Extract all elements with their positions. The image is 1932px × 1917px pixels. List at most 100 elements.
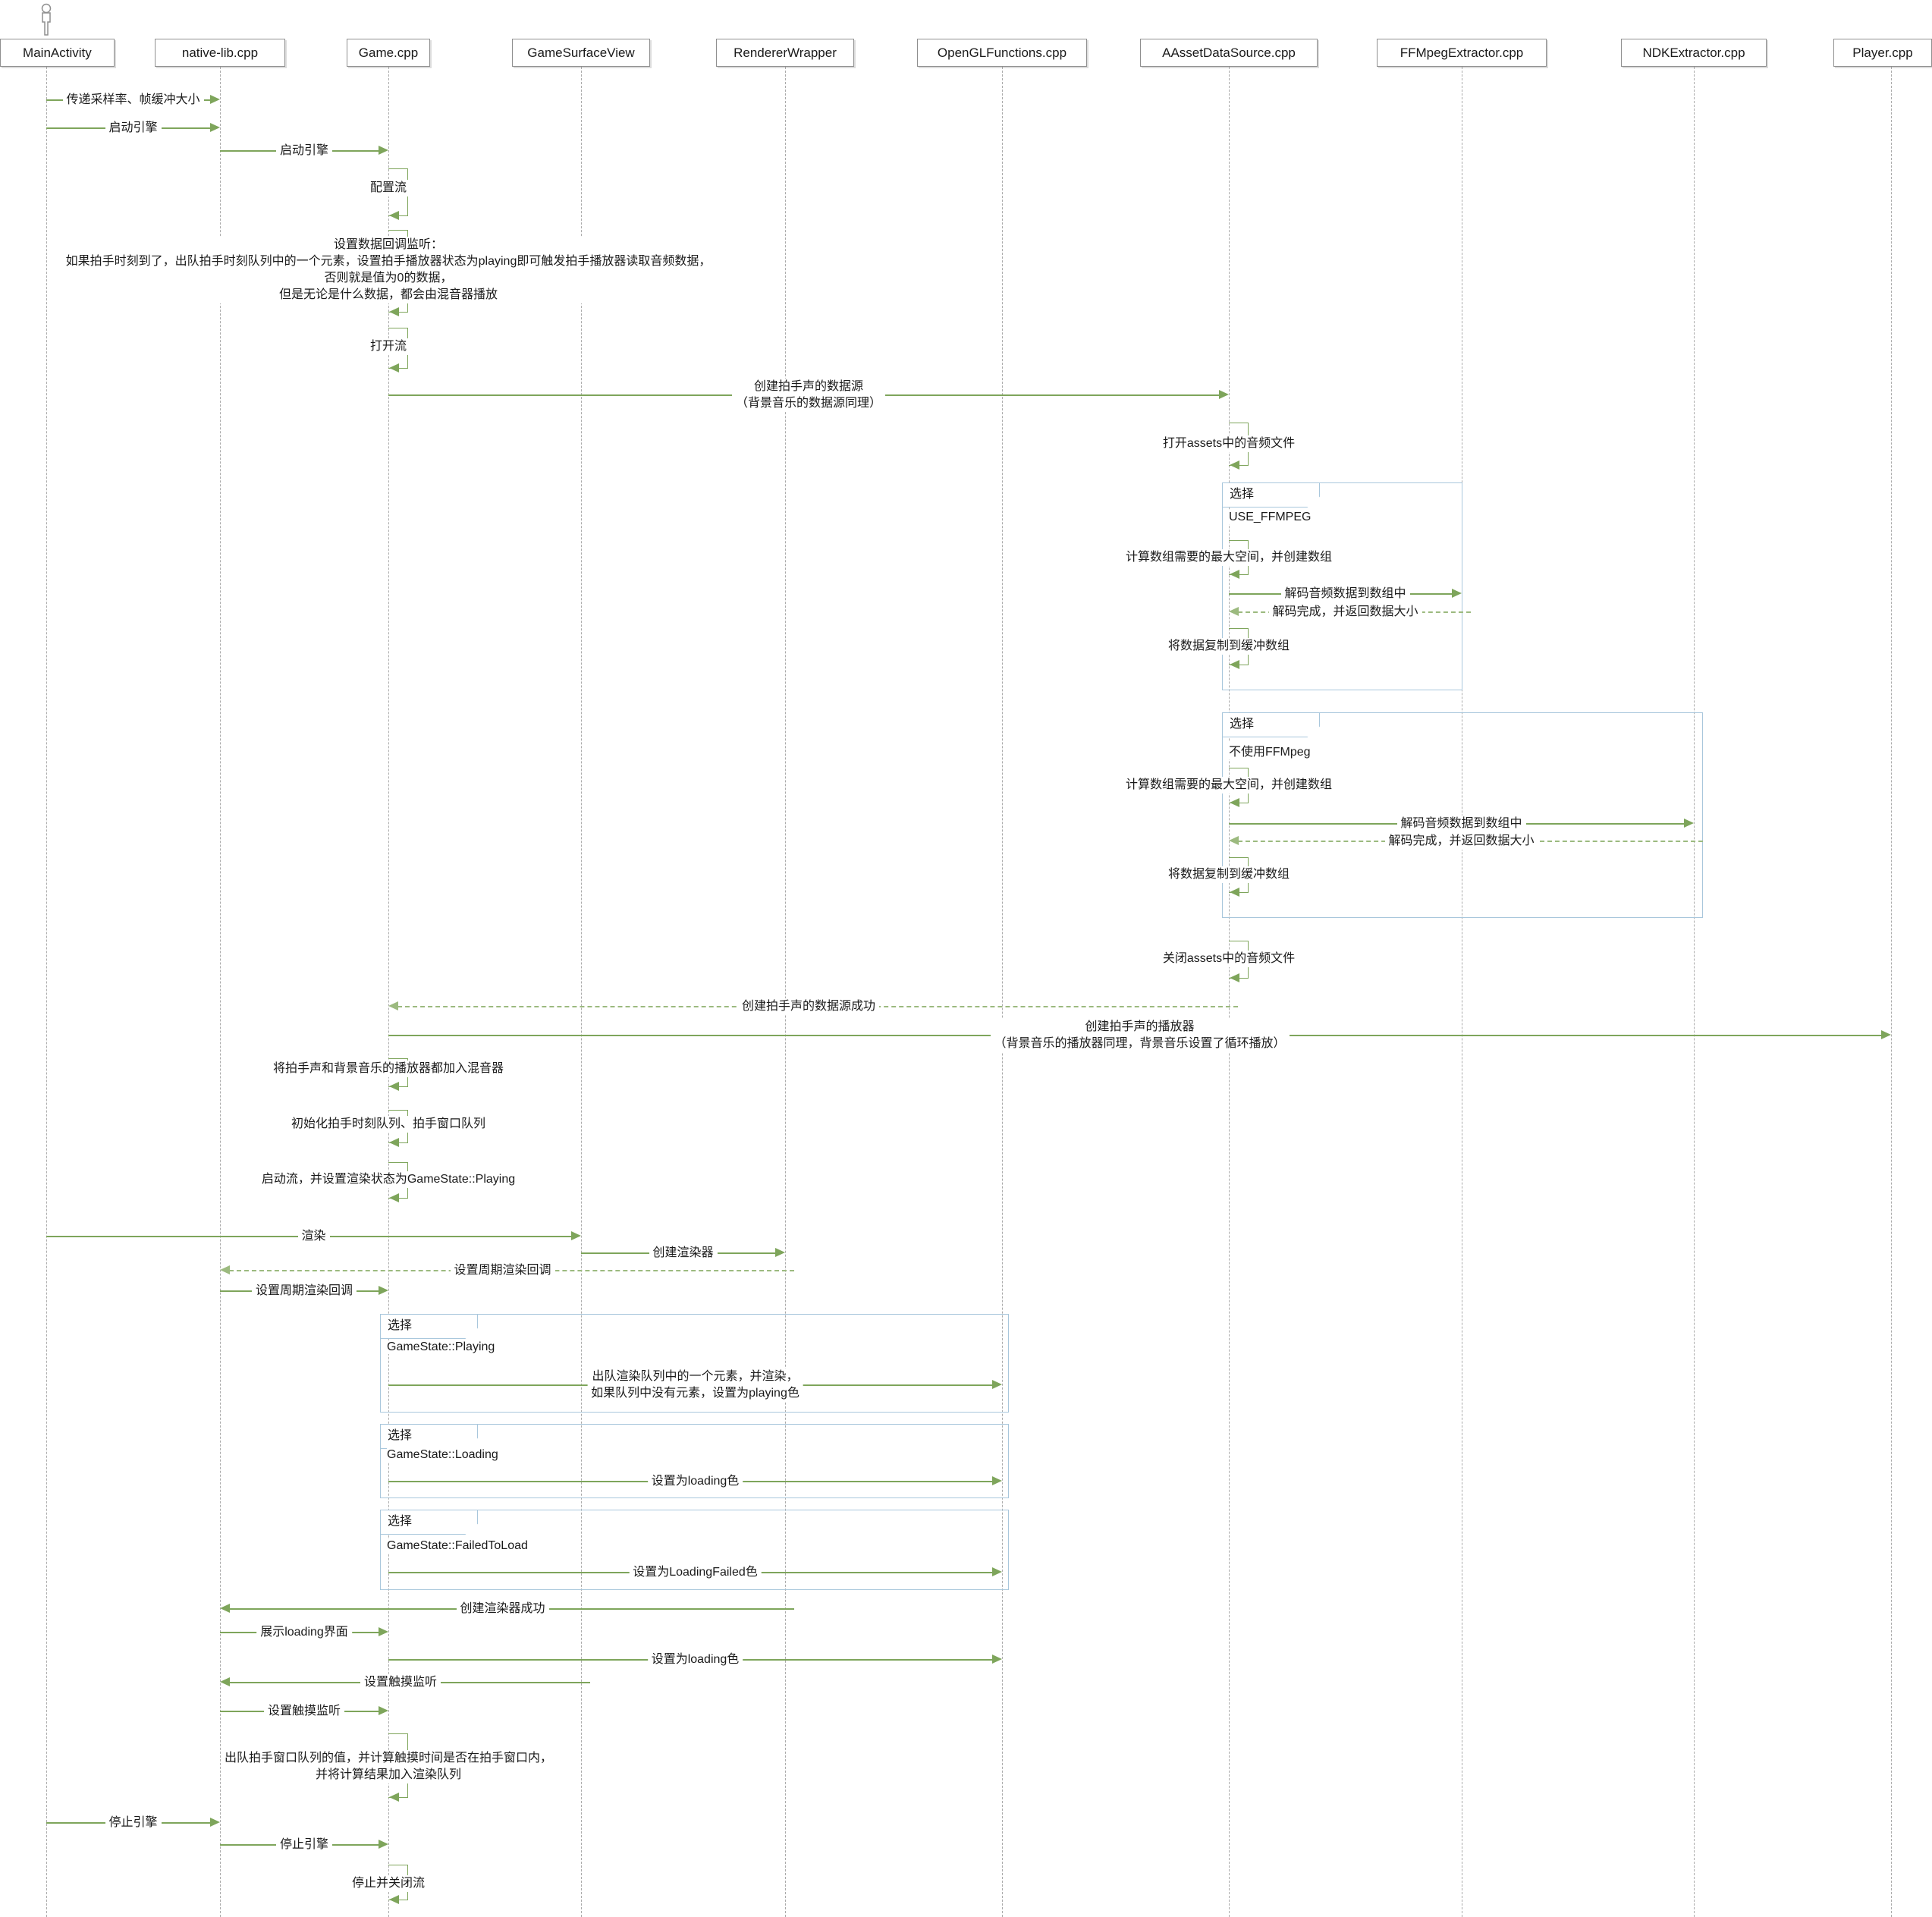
message-text-line: 渲染 (301, 1230, 326, 1243)
message-label: 停止引擎 (275, 1837, 333, 1853)
participant-box: OpenGLFunctions.cpp (917, 39, 1087, 67)
arrowhead-icon (992, 1567, 1002, 1576)
alt-condition: GameState::Loading (387, 1448, 501, 1462)
message-label: 出队渲染队列中的一个元素，并渲染， 如果队列中没有元素，设置为playing色 (587, 1369, 803, 1402)
arrowhead-icon (379, 1286, 388, 1295)
message-label: 设置为loading色 (647, 1651, 743, 1668)
message-label: 渲染 (297, 1228, 330, 1245)
arrowhead-icon (220, 1677, 230, 1686)
participant-label: native-lib.cpp (181, 45, 259, 60)
alt-condition: GameState::Playing (387, 1340, 498, 1354)
message-label: 设置触摸监听 (263, 1703, 345, 1720)
message-label: 创建拍手声的播放器 （背景音乐的播放器同理，背景音乐设置了循环播放） (990, 1019, 1290, 1052)
message-label: 解码音频数据到数组中 (1280, 586, 1410, 602)
arrowhead-icon (1230, 973, 1239, 982)
message-label: 创建渲染器 (649, 1245, 718, 1262)
message-label: 创建渲染器成功 (456, 1601, 549, 1617)
alt-frame: 选择 (1222, 712, 1703, 918)
lifeline (1229, 67, 1230, 1917)
self-message-label: 出队拍手窗口队列的值，并计算触摸时间是否在拍手窗口内， 并将计算结果加入渲染队列 (220, 1750, 557, 1783)
message-text-line: 设置为loading色 (651, 1653, 740, 1666)
message-label: 设置为LoadingFailed色 (629, 1564, 762, 1581)
message-text-line: 设置数据回调监听： (333, 238, 443, 251)
message-text-line: 出队拍手窗口队列的值，并计算触摸时间是否在拍手窗口内， (224, 1752, 553, 1765)
arrowhead-icon (389, 1793, 399, 1802)
arrowhead-icon (210, 1818, 220, 1827)
arrowhead-icon (389, 363, 399, 372)
message-text-line: 解码完成，并返回数据大小 (1272, 605, 1418, 618)
message-text-line: （背景音乐的数据源同理） (735, 397, 882, 410)
message-text-line: 设置为LoadingFailed色 (633, 1566, 758, 1579)
participant-box: AAssetDataSource.cpp (1140, 39, 1318, 67)
message-text-line: 将拍手声和背景音乐的播放器都加入混音器 (272, 1062, 504, 1075)
message-text-line: 出队渲染队列中的一个元素，并渲染， (592, 1370, 799, 1383)
alt-condition: 不使用FFMpeg (1229, 741, 1314, 759)
self-message-label: 将数据复制到缓冲数组 (1164, 638, 1294, 655)
message-text-line: 创建拍手声的数据源成功 (741, 1000, 876, 1013)
lifeline (785, 67, 786, 1917)
arrowhead-icon (1230, 888, 1239, 897)
alt-label-tab: 选择 (1223, 483, 1320, 508)
arrowhead-icon (389, 1193, 399, 1202)
alt-frame: 选择 (380, 1510, 1009, 1590)
message-text-line: 创建拍手声的数据源 (753, 380, 864, 393)
lifeline (1891, 67, 1892, 1917)
actor-icon (36, 3, 57, 41)
participant-box: native-lib.cpp (155, 39, 285, 67)
alt-label: 选择 (388, 1515, 413, 1528)
self-message-label: 配置流 (366, 180, 411, 196)
message-text-line: 打开assets中的音频文件 (1162, 437, 1296, 450)
alt-label: 选择 (1230, 488, 1255, 501)
message-text-line: 初始化拍手时刻队列、拍手窗口队列 (291, 1117, 486, 1130)
message-text-line: 设置周期渲染回调 (454, 1264, 551, 1277)
self-message-label: 打开流 (366, 338, 411, 355)
self-message-label: 计算数组需要的最大空间，并创建数组 (1121, 549, 1337, 566)
arrowhead-icon (220, 1265, 230, 1274)
message-text-line: 解码音频数据到数组中 (1284, 587, 1406, 600)
message-text-line: 如果队列中没有元素，设置为playing色 (591, 1387, 800, 1400)
alt-condition: GameState::FailedToLoad (387, 1539, 531, 1553)
message-text-line: 创建拍手声的播放器 (1085, 1020, 1195, 1033)
participant-box: MainActivity (0, 39, 115, 67)
arrowhead-icon (1229, 607, 1239, 616)
message-label: 解码音频数据到数组中 (1396, 816, 1526, 832)
participant-box: GameSurfaceView (512, 39, 650, 67)
message-text-line: 否则就是值为0的数据， (324, 272, 453, 284)
arrowhead-icon (1684, 819, 1694, 828)
participant-label: Player.cpp (1852, 45, 1913, 60)
message-label: 展示loading界面 (256, 1624, 352, 1641)
arrowhead-icon (389, 1895, 399, 1904)
self-message-label: 关闭assets中的音频文件 (1158, 951, 1299, 967)
alt-condition: USE_FFMPEG (1229, 511, 1315, 524)
message-text-line: 解码完成，并返回数据大小 (1388, 834, 1535, 847)
participant-box: RendererWrapper (716, 39, 854, 67)
participant-label: NDKExtractor.cpp (1642, 45, 1745, 60)
arrowhead-icon (389, 211, 399, 220)
message-text-line: 解码音频数据到数组中 (1400, 817, 1522, 830)
alt-label: 选择 (388, 1429, 413, 1442)
message-text-line: 将数据复制到缓冲数组 (1167, 868, 1290, 881)
arrowhead-icon (379, 146, 388, 155)
participant-label: MainActivity (23, 45, 92, 60)
message-label: 解码完成，并返回数据大小 (1268, 604, 1422, 621)
arrowhead-icon (389, 1082, 399, 1091)
message-text-line: 传递采样率、帧缓冲大小 (66, 93, 200, 106)
arrowhead-icon (210, 123, 220, 132)
arrowhead-icon (1230, 570, 1239, 579)
lifeline (388, 67, 389, 1917)
message-label: 传递采样率、帧缓冲大小 (62, 92, 204, 108)
arrowhead-icon (1219, 390, 1229, 399)
message-label: 设置周期渲染回调 (251, 1283, 357, 1299)
self-message-label: 设置数据回调监听： 如果拍手时刻到了，出队拍手时刻队列中的一个元素，设置拍手播放器… (61, 237, 715, 303)
self-message-label: 将数据复制到缓冲数组 (1164, 866, 1294, 883)
participant-label: FFMpegExtractor.cpp (1400, 45, 1524, 60)
arrowhead-icon (220, 1604, 230, 1613)
self-message-label: 计算数组需要的最大空间，并创建数组 (1121, 777, 1337, 794)
lifeline (220, 67, 221, 1917)
message-text-line: 创建渲染器 (652, 1246, 714, 1259)
message-text-line: 计算数组需要的最大空间，并创建数组 (1125, 778, 1333, 791)
participant-label: OpenGLFunctions.cpp (937, 45, 1067, 60)
arrowhead-icon (992, 1655, 1002, 1664)
message-text-line: 如果拍手时刻到了，出队拍手时刻队列中的一个元素，设置拍手播放器状态为playin… (65, 255, 712, 268)
